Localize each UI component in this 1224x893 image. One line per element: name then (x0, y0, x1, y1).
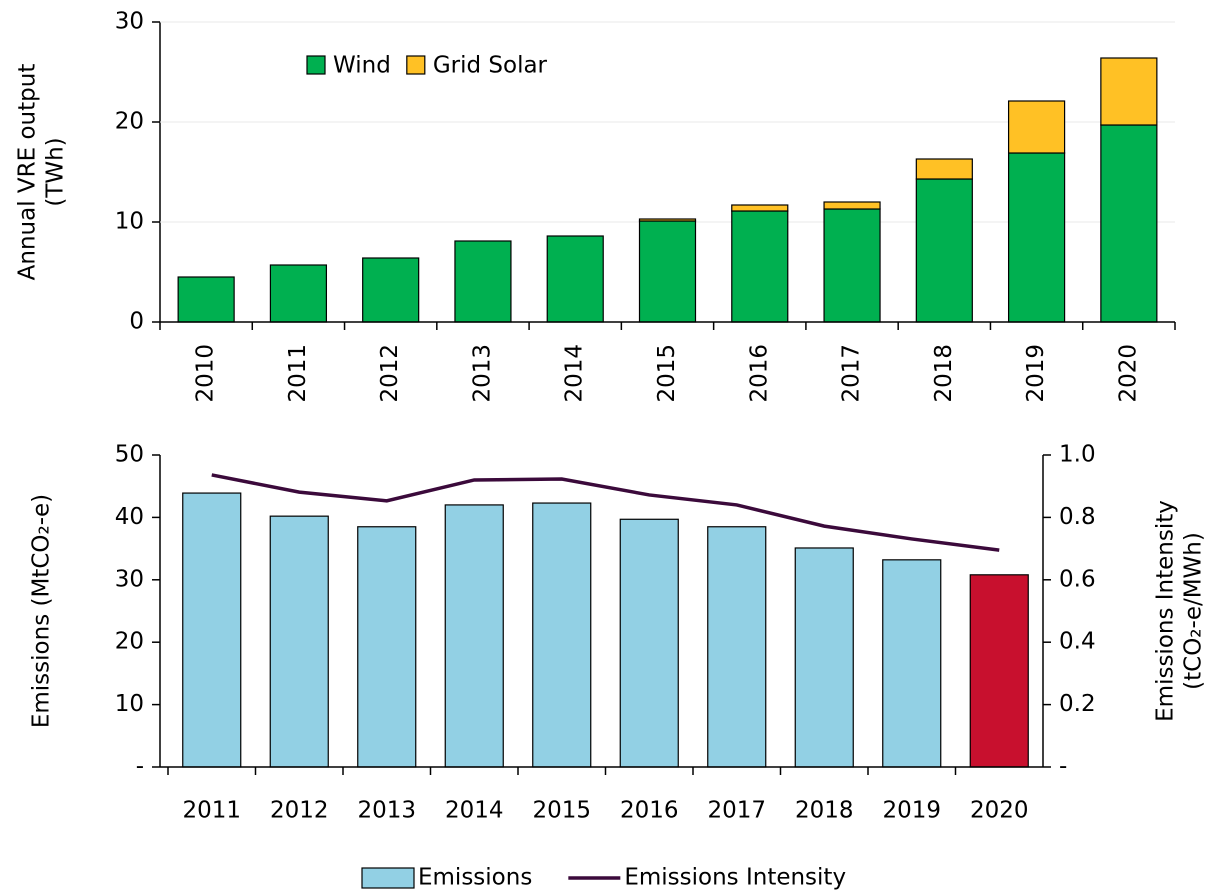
y-tick-label: 0.2 (1059, 691, 1096, 717)
legend-swatch (361, 867, 415, 889)
legend-label: Wind (333, 53, 391, 79)
y-tick-label: 50 (115, 442, 144, 468)
x-tick-label: 2018 (795, 798, 854, 824)
bar (182, 492, 242, 768)
bar-segment (638, 220, 697, 323)
x-tick-label: 2013 (357, 798, 416, 824)
x-tick-label: 2015 (654, 344, 680, 403)
x-tick-label: 2017 (839, 344, 865, 403)
x-tick-label: 2019 (882, 798, 941, 824)
y-tick-label: 0.6 (1059, 566, 1096, 592)
bar-segment (915, 158, 973, 180)
x-tick-label: 2020 (1115, 344, 1141, 403)
y-tick-label: 1.0 (1059, 442, 1096, 468)
y-tick-label: 40 (115, 504, 144, 530)
y-tick-label: 20 (115, 629, 144, 655)
axis-label: (TWh) (43, 137, 69, 206)
bar (619, 518, 679, 768)
legend-label: Emissions Intensity (624, 865, 846, 891)
x-tick-label: 2011 (182, 798, 241, 824)
bar (532, 502, 592, 768)
x-tick-label: 2010 (193, 344, 219, 403)
axis-label: Emissions Intensity (1153, 500, 1179, 722)
bar-segment (731, 204, 789, 212)
bar-segment (1007, 152, 1066, 323)
x-tick-label: 2019 (1023, 344, 1049, 403)
axis-label: Annual VRE output (15, 64, 41, 281)
x-tick-label: 2016 (746, 344, 772, 403)
bar (269, 515, 329, 768)
bar-segment (731, 210, 789, 323)
legend-label: Emissions (418, 865, 532, 891)
bar-segment (915, 178, 973, 323)
bar-segment (1100, 57, 1158, 126)
bar-segment (823, 208, 881, 323)
y-tick-label: 30 (115, 9, 144, 35)
x-tick-label: 2013 (469, 344, 495, 403)
bar (707, 526, 767, 768)
y-tick-label: - (136, 754, 144, 780)
bar (882, 559, 942, 768)
x-tick-label: 2014 (445, 798, 504, 824)
y-tick-label: 10 (115, 691, 144, 717)
axis-label: Emissions (MtCO₂-e) (29, 494, 55, 728)
bar-segment (546, 235, 604, 323)
x-tick-label: 2017 (707, 798, 766, 824)
line (211, 473, 1000, 552)
x-tick-label: 2018 (931, 344, 957, 403)
bar-segment (823, 201, 881, 210)
x-tick-label: 2020 (970, 798, 1029, 824)
bar-segment (1007, 100, 1066, 154)
bar (357, 526, 417, 768)
y-tick-label: 10 (115, 209, 144, 235)
legend-swatch (306, 55, 326, 75)
x-tick-label: 2011 (285, 344, 311, 403)
bar (444, 504, 504, 768)
bar-segment (454, 240, 512, 323)
bar-segment (269, 264, 328, 323)
y-tick-label: 0 (129, 309, 144, 335)
bar (794, 547, 854, 768)
x-tick-label: 2016 (620, 798, 679, 824)
x-tick-label: 2015 (532, 798, 591, 824)
bar-segment (638, 218, 697, 222)
y-tick-label: 30 (115, 566, 144, 592)
bar (969, 574, 1029, 768)
bar-segment (177, 276, 235, 323)
bar-segment (362, 257, 420, 323)
y-tick-label: 20 (115, 109, 144, 135)
y-tick-label: 0.4 (1059, 629, 1096, 655)
legend-swatch (406, 55, 426, 75)
axis-label: (tCO₂-e/MWh) (1181, 532, 1207, 690)
x-tick-label: 2014 (562, 344, 588, 403)
x-tick-label: 2012 (270, 798, 329, 824)
y-tick-label: 0.8 (1059, 504, 1096, 530)
legend-label: Grid Solar (433, 53, 548, 79)
x-tick-label: 2012 (377, 344, 403, 403)
y-tick-label: - (1059, 754, 1067, 780)
bar-segment (1100, 124, 1158, 323)
